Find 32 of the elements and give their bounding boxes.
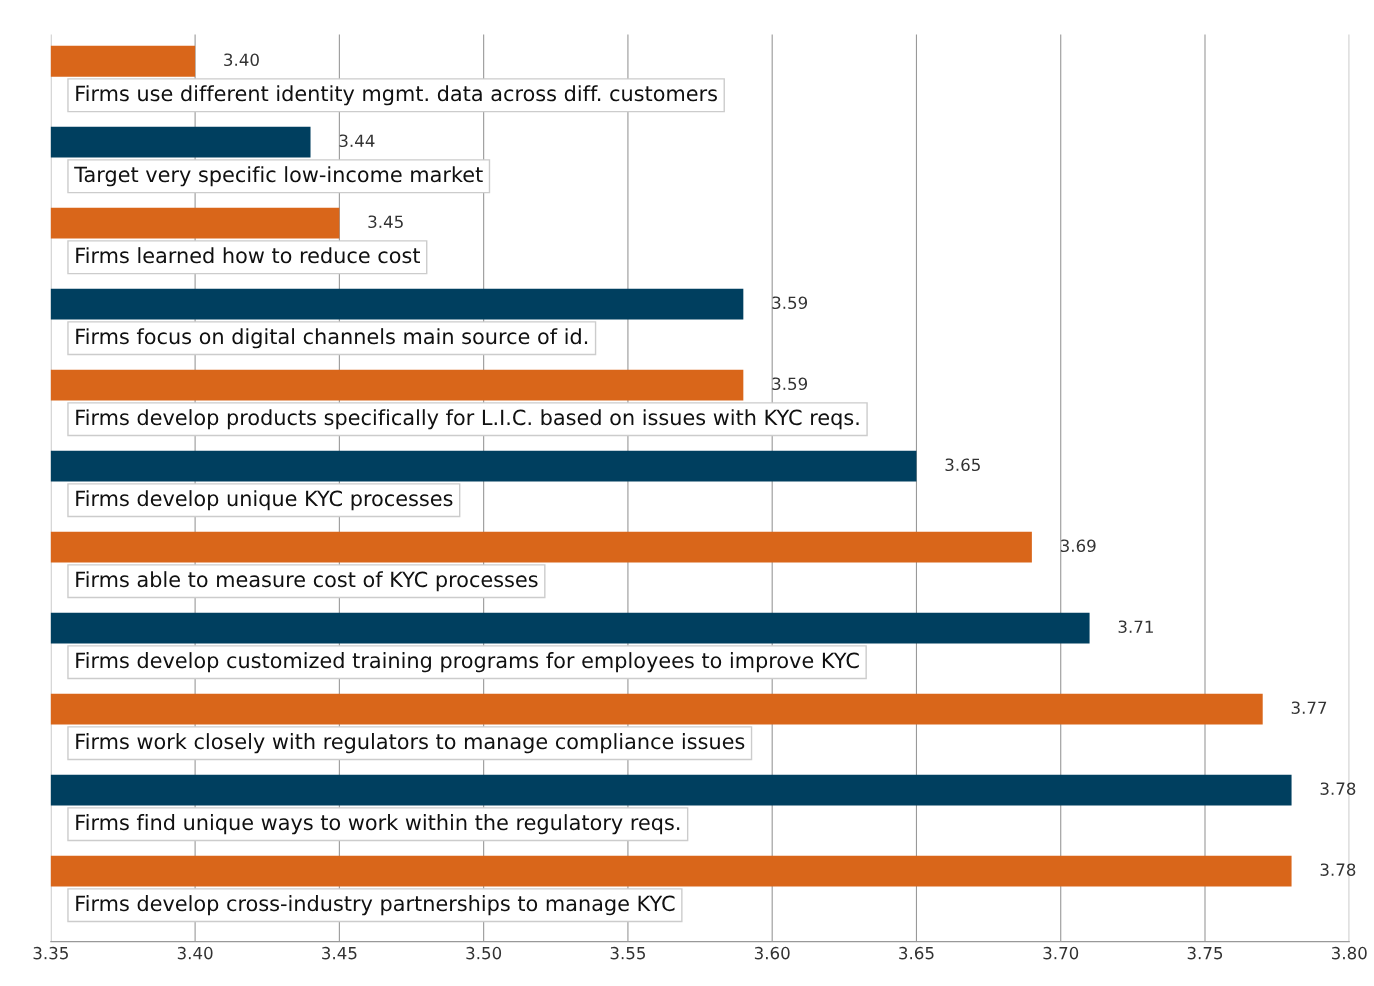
data-label: 3.71 (1118, 620, 1153, 634)
x-tick-label: 3.40 (177, 946, 213, 960)
x-tick-label: 3.55 (610, 946, 646, 960)
y-tick-label: Firms develop products specifically for L.I.C. based on issues with KYC reqs. (76, 409, 859, 430)
y-tick-label: Target very specific low-income market (74, 166, 483, 187)
y-tick-label: Firms use different identity mgmt. data across diff. customers (76, 85, 717, 106)
x-tick-label: 3.70 (1043, 946, 1079, 960)
y-tick-label: Firms develop unique KYC processes (76, 490, 453, 511)
y-tick-label: Firms find unique ways to work within the regulatory reqs. (76, 814, 680, 835)
y-tick-label: Firms work closely with regulators to manage compliance issues (76, 733, 745, 754)
y-tick-label: Firms able to measure cost of KYC processes (76, 571, 538, 592)
x-tick-label: 3.45 (322, 946, 357, 960)
data-label: 3.45 (368, 215, 403, 229)
y-tick-label: Firms develop cross-industry partnerships to manage KYC (76, 895, 675, 916)
y-tick-label: Firms develop customized training programs for employees to improve KYC (76, 652, 859, 673)
x-tick-label: 3.60 (754, 946, 790, 960)
data-label: 3.77 (1291, 701, 1327, 715)
x-tick-label: 3.65 (899, 946, 934, 960)
x-tick-label: 3.75 (1187, 946, 1223, 960)
data-label: 3.65 (945, 458, 980, 472)
x-tick-label: 3.35 (33, 946, 68, 960)
data-label: 3.40 (224, 53, 259, 67)
data-label: 3.59 (772, 296, 808, 310)
x-tick-label: 3.80 (1331, 946, 1367, 960)
y-tick-label: Firms focus on digital channels main source of id. (76, 328, 588, 349)
data-label: 3.69 (1060, 539, 1096, 553)
data-label: 3.59 (772, 377, 808, 391)
x-tick-label: 3.50 (466, 946, 502, 960)
data-label: 3.78 (1320, 782, 1356, 796)
data-label: 3.78 (1320, 863, 1356, 876)
data-label: 3.44 (339, 134, 375, 148)
y-tick-label: Firms learned how to reduce cost (76, 247, 420, 264)
